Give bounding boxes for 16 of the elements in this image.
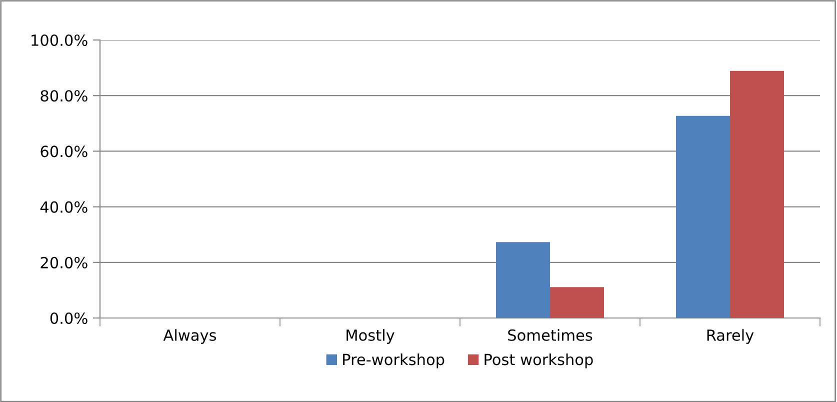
legend-label: Post workshop — [484, 353, 593, 368]
y-tick-label: 100.0% — [32, 34, 88, 46]
x-tick-label: Sometimes — [508, 329, 592, 341]
bar — [676, 116, 730, 318]
y-tick-label: 40.0% — [40, 201, 88, 213]
x-tick-label: Mostly — [346, 329, 394, 344]
legend-label: Pre-workshop — [343, 353, 444, 368]
y-tick-label: 80.0% — [40, 90, 88, 102]
y-tick-label: 20.0% — [40, 256, 88, 268]
y-tick-label: 60.0% — [40, 146, 88, 158]
x-tick-label: Always — [163, 329, 216, 344]
y-tick-label: 0.0% — [50, 312, 88, 324]
bar — [550, 287, 604, 318]
bar — [730, 70, 784, 318]
x-tick-label: Rarely — [707, 329, 754, 344]
bar — [496, 242, 550, 318]
